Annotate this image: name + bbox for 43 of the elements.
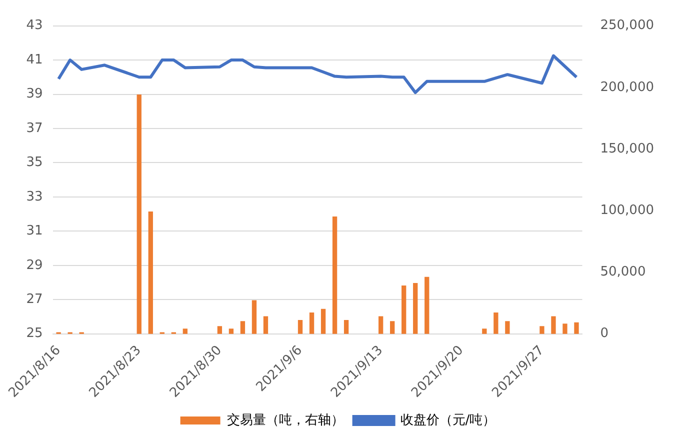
bar — [136, 94, 142, 334]
bar — [540, 326, 544, 334]
y-tick-label: 37 — [26, 120, 43, 136]
bar — [332, 216, 338, 334]
y2-tick-label: 0 — [600, 326, 609, 342]
bar — [182, 328, 188, 334]
y-tick-label: 33 — [26, 189, 43, 204]
bar — [378, 316, 384, 334]
y-tick-label: 27 — [26, 292, 43, 307]
y-tick-label: 25 — [26, 326, 43, 342]
bar — [482, 328, 487, 334]
legend-label: 收盘价（元/吨） — [400, 412, 496, 428]
bar — [217, 326, 222, 334]
bar — [574, 322, 579, 334]
legend-label: 交易量（吨，右轴） — [226, 412, 344, 428]
bar — [228, 328, 234, 334]
y2-tick-label: 150,000 — [600, 141, 654, 156]
bar — [424, 276, 430, 334]
y-tick-label: 41 — [26, 52, 43, 68]
bar — [240, 321, 246, 334]
y-tick-label: 39 — [26, 86, 43, 102]
bar — [551, 316, 556, 334]
bar — [402, 285, 406, 334]
bar — [562, 324, 568, 334]
bar — [320, 308, 326, 334]
bar — [252, 300, 257, 334]
y2-tick-label: 50,000 — [600, 264, 646, 280]
y-tick-label: 43 — [26, 18, 43, 34]
bar — [344, 320, 349, 334]
bar — [298, 320, 303, 334]
y2-tick-label: 200,000 — [600, 80, 654, 95]
y2-tick-label: 100,000 — [600, 202, 654, 218]
y-tick-label: 29 — [26, 258, 43, 273]
bar — [505, 321, 510, 334]
y-tick-label: 31 — [26, 224, 43, 239]
bar — [148, 212, 153, 334]
bar — [263, 316, 268, 334]
bar — [309, 312, 314, 334]
y2-tick-label: 250,000 — [600, 18, 654, 34]
bar — [413, 282, 418, 334]
bar — [390, 321, 395, 334]
bar — [494, 312, 498, 334]
y-tick-label: 35 — [26, 155, 43, 170]
